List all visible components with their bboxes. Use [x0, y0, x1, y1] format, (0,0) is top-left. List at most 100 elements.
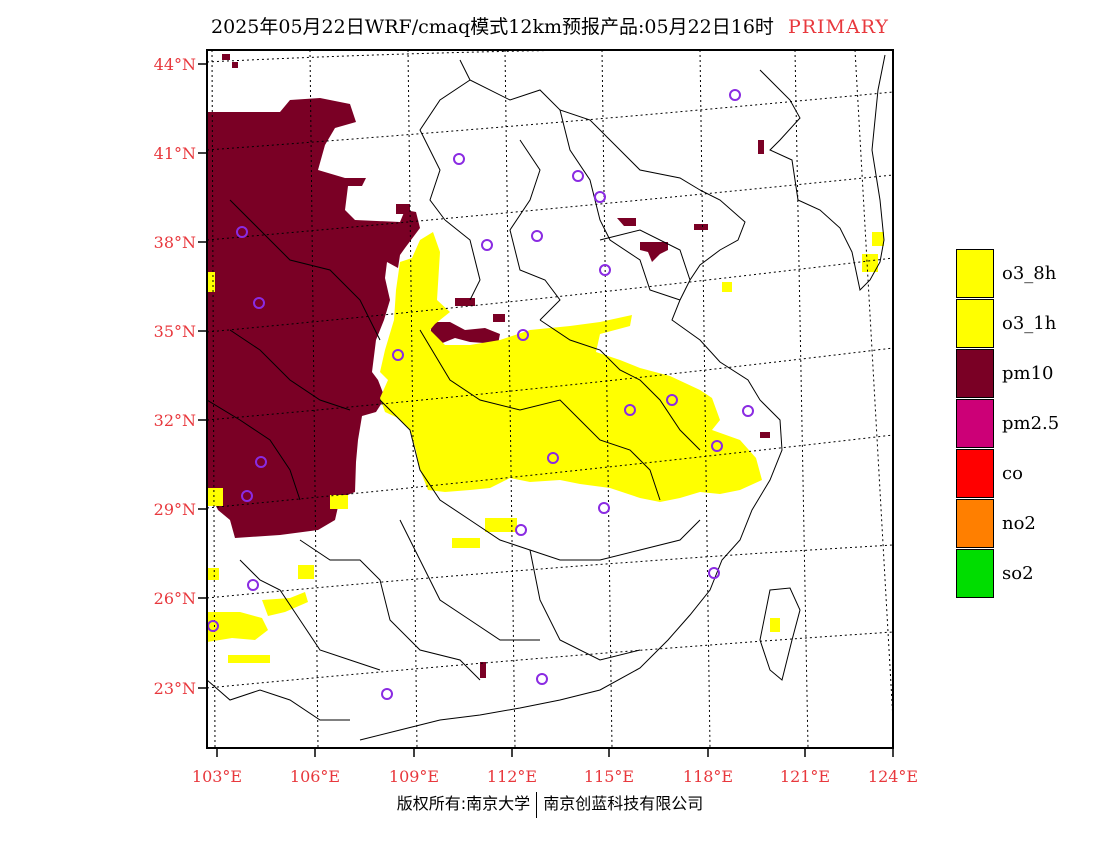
pm10-speck	[222, 54, 230, 60]
station-ring	[666, 394, 678, 406]
lon-label: 121°E	[779, 767, 831, 786]
pm10-region-hebei	[640, 242, 668, 262]
legend-swatch	[956, 499, 994, 548]
lat-label: 29°N	[153, 500, 196, 519]
station-ring	[255, 456, 267, 468]
copyright-footer: 版权所有:南京大学 南京创蓝科技有限公司	[0, 790, 1100, 818]
station-ring	[515, 524, 527, 536]
legend-label: pm10	[1002, 363, 1054, 384]
ozone-speck	[228, 655, 270, 663]
legend-swatch	[956, 249, 994, 298]
legend-swatch	[956, 549, 994, 598]
lat-label: 35°N	[153, 322, 196, 341]
pm10-speck	[480, 662, 486, 678]
lat-label: 23°N	[153, 679, 196, 698]
ozone-speck	[770, 618, 780, 632]
map-frame	[206, 49, 894, 749]
pm10-speck	[455, 298, 475, 306]
station-ring	[241, 490, 253, 502]
footer-separator	[536, 791, 538, 818]
legend-item-no2: no2	[956, 499, 1100, 549]
legend-swatch	[956, 299, 994, 348]
legend-label: o3_8h	[1002, 263, 1057, 284]
station-ring	[711, 440, 723, 452]
title-tag: PRIMARY	[787, 16, 889, 38]
station-ring	[598, 502, 610, 514]
ozone-speck	[207, 488, 223, 506]
pm10-speck	[760, 432, 770, 438]
ozone-region-central	[380, 232, 762, 502]
legend-item-o3-8h: o3_8h	[956, 249, 1100, 299]
map-content	[207, 50, 893, 748]
legend-label: no2	[1002, 513, 1036, 534]
pm10-region-west	[207, 98, 420, 538]
lat-label: 32°N	[153, 411, 196, 430]
legend-item-co: co	[956, 449, 1100, 499]
lat-label: 44°N	[153, 55, 196, 74]
title-text: 2025年05月22日WRF/cmaq模式12km预报产品:05月22日16时	[211, 16, 774, 38]
ozone-speck	[862, 254, 878, 272]
legend-swatch	[956, 449, 994, 498]
pm10-region-beijing	[617, 218, 636, 226]
station-ring	[547, 452, 559, 464]
legend-label: so2	[1002, 563, 1034, 584]
axis-ticks	[198, 63, 894, 757]
station-ring	[481, 239, 493, 251]
station-ring	[381, 688, 393, 700]
ozone-region-sw2	[262, 592, 308, 616]
ozone-speck	[722, 282, 732, 292]
ozone-region-sw	[207, 612, 268, 642]
legend: o3_8h o3_1h pm10 pm2.5 co no2 so2	[956, 249, 1100, 599]
station-ring	[729, 89, 741, 101]
ozone-speck	[207, 272, 215, 292]
lon-label: 112°E	[486, 767, 538, 786]
lon-label: 109°E	[388, 767, 440, 786]
lon-label: 103°E	[191, 767, 243, 786]
pm10-speck	[396, 204, 410, 214]
station-ring	[572, 170, 584, 182]
legend-item-o3-1h: o3_1h	[956, 299, 1100, 349]
lat-label: 26°N	[153, 589, 196, 608]
legend-swatch	[956, 349, 994, 398]
station-ring	[453, 153, 465, 165]
station-ring	[536, 673, 548, 685]
station-ring	[236, 226, 248, 238]
ozone-speck	[485, 518, 517, 532]
station-ring	[517, 329, 529, 341]
station-ring	[742, 405, 754, 417]
lon-label: 118°E	[682, 767, 734, 786]
map-title: 2025年05月22日WRF/cmaq模式12km预报产品:05月22日16时 P…	[0, 12, 1100, 39]
station-ring	[708, 567, 720, 579]
station-ring	[624, 404, 636, 416]
station-markers	[207, 89, 754, 700]
station-ring	[247, 579, 259, 591]
station-ring	[253, 297, 265, 309]
legend-item-so2: so2	[956, 549, 1100, 599]
legend-label: o3_1h	[1002, 313, 1057, 334]
pm10-speck	[694, 224, 708, 230]
boundaries	[207, 54, 886, 741]
lon-label: 106°E	[289, 767, 341, 786]
lat-label: 38°N	[153, 233, 196, 252]
pm10-speck	[758, 140, 764, 154]
ozone-speck	[207, 568, 219, 580]
lon-label: 124°E	[867, 767, 919, 786]
legend-label: co	[1002, 463, 1023, 484]
station-ring	[599, 264, 611, 276]
legend-swatch	[956, 399, 994, 448]
ozone-speck	[872, 232, 884, 246]
copyright-right: 南京创蓝科技有限公司	[543, 794, 704, 813]
legend-label: pm2.5	[1002, 413, 1060, 434]
pm10-speck	[232, 62, 238, 68]
lat-label: 41°N	[153, 144, 196, 163]
copyright-left: 版权所有:南京大学	[396, 794, 531, 813]
ozone-speck	[452, 538, 480, 548]
ozone-speck	[330, 495, 348, 509]
station-ring	[594, 191, 606, 203]
station-ring	[531, 230, 543, 242]
legend-item-pm10: pm10	[956, 349, 1100, 399]
legend-item-pm25: pm2.5	[956, 399, 1100, 449]
station-ring	[392, 349, 404, 361]
pm10-region-henan	[430, 322, 500, 344]
